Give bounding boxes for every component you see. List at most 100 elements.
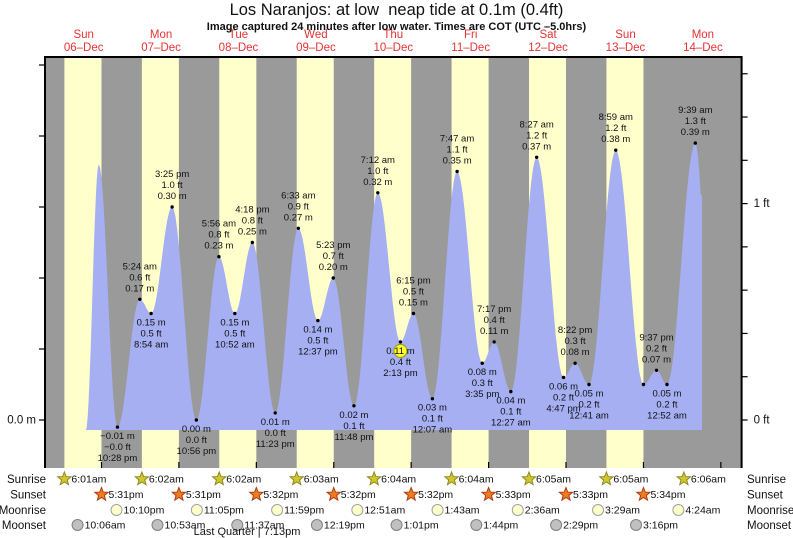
moonrise-icon [672,504,685,516]
day-label-name: Sun [73,29,93,41]
moonset-icon [550,519,563,531]
tide-point-dot [641,382,646,387]
sunrise-time: 6:03am [304,474,339,486]
sunrise-time: 6:05am [536,474,571,486]
low-tide-time: 11:48 pm [335,432,374,443]
high-tide-metres: 0.15 m [399,298,428,309]
high-tide-metres: 0.27 m [284,212,313,223]
sunset-icon [558,486,574,502]
high-tide-time: 9:39 am [678,105,712,116]
low-tide-time: 3:35 pm [465,389,499,400]
sunset-icon [403,486,420,502]
sunrise-icon [521,470,538,486]
low-tide-metres: 0.06 m [549,381,578,392]
moonrise-time: 2:36am [525,505,560,517]
sunrise-time: 6:02am [149,474,184,486]
left-axis-label: 0.0 m [7,415,36,427]
tide-point-dot [693,141,698,145]
moonrise-icon [351,504,364,516]
tide-point-dot [296,226,301,230]
low-tide-feet: 0.3 ft [472,378,493,389]
low-tide-metres: 0.02 m [339,410,368,421]
low-tide-feet: 0.4 ft [390,357,411,368]
low-tide-feet: 0.1 ft [343,421,364,432]
low-tide-metres: −0.01 m [100,431,135,442]
sunrise-icon [56,470,73,486]
low-tide-time: 8:54 am [134,340,168,351]
tide-point-dot [665,382,669,387]
tide-point-dot [573,361,577,365]
high-tide-metres: 0.35 m [443,156,472,167]
high-tide-time: 9:37 pm [639,332,673,343]
page-title: Los Naranjos: at low neap tide at 0.1m (… [229,1,564,19]
moonset-icon [310,519,323,531]
low-tide-metres: 0.00 m [182,424,211,435]
row-label-right-moonset: Moonset [747,520,792,532]
low-tide-time: 11:23 pm [256,439,295,450]
day-label-date: 13–Dec [606,42,646,54]
day-label-date: 12–Dec [528,42,568,54]
moonrise-time: 1:43am [445,505,480,517]
high-tide-time: 6:33 am [281,190,315,201]
low-tide-feet: 0.2 ft [578,400,599,411]
high-tide-time: 7:47 am [440,134,474,145]
sunrise-icon [288,470,305,486]
day-label-date: 06–Dec [64,42,104,54]
high-tide-feet: 0.2 ft [646,343,667,354]
tide-point-dot [170,205,174,209]
moonset-icon [231,519,244,531]
moon-phase-note: Last Quarter | 7:13pm [194,526,301,538]
high-tide-time: 7:17 pm [477,304,511,315]
high-tide-metres: 0.39 m [681,127,710,138]
high-tide-metres: 0.25 m [238,227,267,238]
sunrise-time: 6:05am [613,474,648,486]
moonset-time: 1:01pm [404,520,439,532]
high-tide-feet: 0.7 ft [323,251,344,262]
high-tide-time: 5:56 am [202,219,236,230]
day-label-name: Mon [692,29,714,41]
tide-point-dot [250,240,255,245]
high-tide-metres: 0.37 m [522,141,551,152]
tide-point-dot [217,255,221,259]
low-tide-feet: 0.0 ft [265,428,286,439]
low-tide-metres: 0.14 m [303,325,332,336]
high-tide-time: 6:15 pm [396,276,430,287]
low-tide-time: 10:56 pm [177,446,217,457]
low-tide-metres: 0.01 m [261,417,290,428]
sunset-time: 5:33pm [573,489,608,501]
high-tide-metres: 0.17 m [125,283,154,294]
day-label-date: 11–Dec [451,42,490,54]
sunset-icon [93,486,110,502]
high-tide-time: 7:12 am [361,155,395,166]
moonrise-time: 12:51am [364,505,405,517]
day-label-name: Mon [150,29,172,41]
tide-point-dot [316,318,320,323]
high-tide-feet: 0.8 ft [242,216,263,227]
tide-point-dot [115,425,120,429]
low-tide-time: 12:07 am [413,425,453,436]
high-tide-feet: 0.9 ft [288,201,309,212]
sunrise-time: 6:06am [691,474,726,486]
sunrise-time: 6:04am [381,474,416,486]
high-tide-metres: 0.38 m [601,134,630,145]
sunrise-icon [598,470,615,486]
row-label-left-moonset: Moonset [2,520,47,532]
sunrise-icon [366,470,383,486]
high-tide-metres: 0.30 m [158,191,187,202]
low-tide-metres: 0.05 m [652,389,681,400]
tide-point-dot [138,297,142,301]
tide-point-dot [509,389,513,394]
tide-point-dot [194,418,199,422]
low-tide-time: 2:13 pm [383,368,417,379]
day-label-name: Sat [539,29,557,41]
low-tide-feet: 0.2 ft [656,400,677,411]
sunset-time: 5:32pm [341,489,376,501]
low-tide-time: 12:41 am [569,411,609,422]
high-tide-metres: 0.32 m [363,177,392,188]
day-label-name: Thu [383,29,403,41]
low-tide-feet: 0.1 ft [422,414,443,425]
right-axis-label: 0 ft [754,415,771,427]
sunrise-time: 6:04am [459,474,494,486]
sunset-icon [480,486,497,502]
